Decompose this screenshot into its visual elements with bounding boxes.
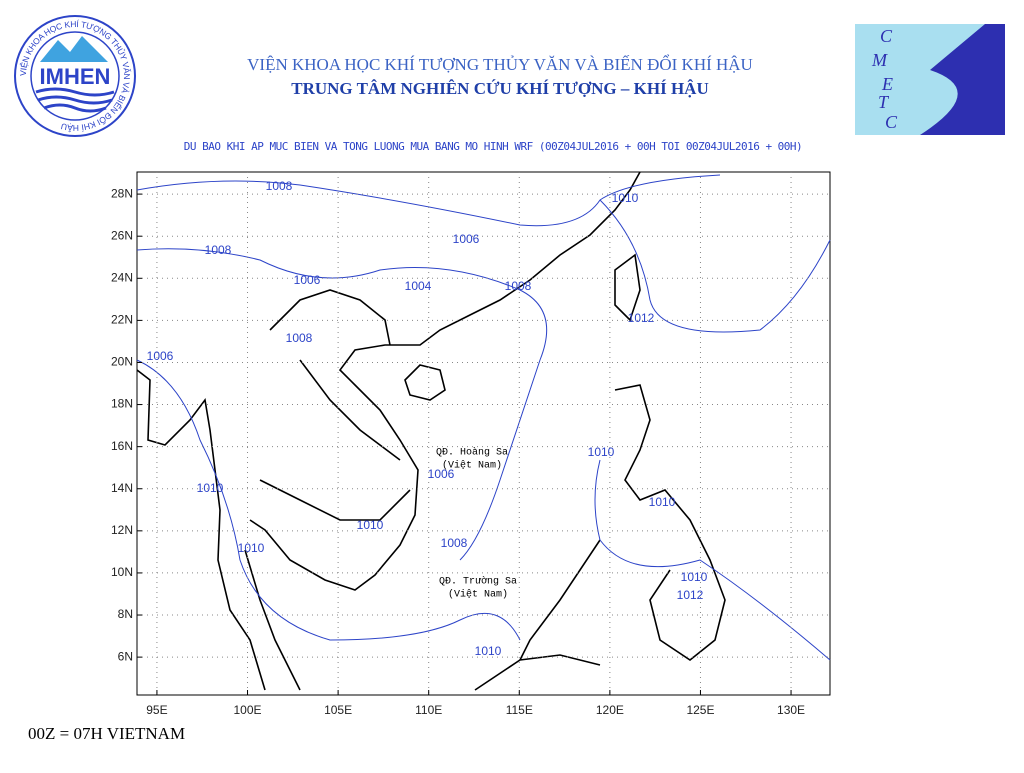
border (259, 289, 411, 521)
x-tick-label: 95E (146, 703, 167, 717)
map-content (136, 171, 831, 691)
x-tick-label: 110E (415, 703, 442, 717)
coastline (404, 364, 446, 401)
logo-letter: T (878, 92, 890, 112)
island-note: (Việt Nam) (448, 589, 508, 601)
isobar-label: 1008 (266, 179, 293, 193)
island-name: QĐ. Trường Sa (439, 576, 517, 588)
map-frame (136, 171, 831, 696)
y-tick-label: 8N (118, 607, 133, 621)
island-note: (Việt Nam) (442, 460, 502, 472)
center-title: TRUNG TÂM NGHIÊN CỨU KHÍ TƯỢNG – KHÍ HẬU (291, 79, 708, 98)
logo-letter: E (881, 74, 893, 94)
y-tick-label: 12N (111, 523, 133, 537)
isobar-label: 1012 (628, 311, 655, 325)
logo-letter: C (885, 112, 898, 132)
coastline (614, 253, 641, 322)
y-tick-label: 14N (111, 481, 133, 495)
isobar-label: 1008 (441, 536, 468, 550)
x-tick-label: 120E (596, 703, 624, 717)
isobar-label: 1010 (612, 191, 639, 205)
x-tick-label: 105E (324, 703, 352, 717)
imhen-logo: VIỆN KHOA HỌC KHÍ TƯỢNG THỦY VĂN VÀ BIẾN… (14, 15, 136, 137)
institute-title: VIỆN KHOA HỌC KHÍ TƯỢNG THỦY VĂN VÀ BIẾN… (247, 54, 753, 74)
isobar-label: 1008 (286, 331, 313, 345)
x-tick-label: 125E (686, 703, 714, 717)
coastline (474, 384, 726, 691)
isobar-label: 1006 (294, 273, 321, 287)
y-tick-label: 22N (111, 313, 133, 327)
y-tick-label: 6N (118, 649, 133, 663)
island-name: QĐ. Hoàng Sa (436, 447, 508, 459)
isobar-label: 1008 (505, 279, 532, 293)
isobar-label: 1006 (428, 467, 455, 481)
isobar-label: 1008 (205, 243, 232, 257)
isobar-label: 1010 (681, 570, 708, 584)
x-tick-label: 115E (506, 703, 533, 717)
y-tick-label: 26N (111, 228, 133, 242)
logo-letter: C (880, 26, 893, 46)
isobar-label: 1010 (588, 445, 615, 459)
map-subtitle: DU BAO KHI AP MUC BIEN VA TONG LUONG MUA… (184, 140, 802, 153)
isobar-label: 1006 (147, 349, 174, 363)
y-tick-label: 24N (111, 270, 133, 284)
x-tick-label: 100E (234, 703, 262, 717)
isobar-label: 1010 (238, 541, 265, 555)
footer-note: 00Z = 07H VIETNAM (28, 724, 185, 743)
logo-letter: M (871, 50, 888, 70)
logo-text: IMHEN (40, 64, 111, 89)
isobar-label: 1010 (197, 481, 224, 495)
cmetc-logo (855, 24, 1005, 135)
y-tick-label: 20N (111, 355, 133, 369)
isobar-label: 1010 (649, 495, 676, 509)
isobar-label: 1012 (677, 588, 704, 602)
isobar-label: 1006 (453, 232, 480, 246)
y-tick-label: 28N (111, 186, 133, 200)
coastline (136, 171, 641, 691)
y-tick-label: 10N (111, 565, 133, 579)
isobar-line (136, 174, 831, 661)
isobar-label: 1010 (357, 518, 384, 532)
y-tick-label: 16N (111, 439, 133, 453)
isobar-label: 1004 (405, 279, 432, 293)
isobar-label: 1010 (475, 644, 502, 658)
y-tick-label: 18N (111, 397, 133, 411)
x-tick-label: 130E (777, 703, 805, 717)
